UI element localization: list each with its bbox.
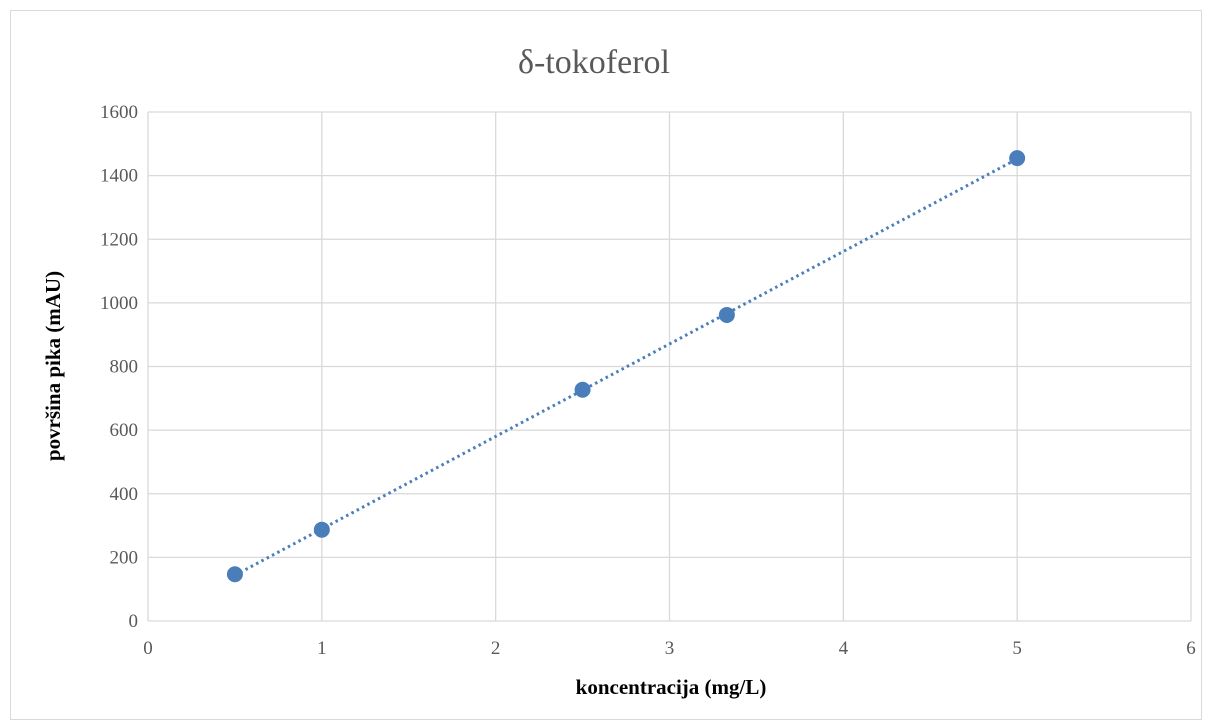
linear-trendline <box>234 157 1018 577</box>
x-tick-label: 1 <box>317 638 327 659</box>
y-tick-label: 1000 <box>100 293 138 314</box>
x-tick-labels: 0 1 2 3 4 5 6 <box>143 638 1196 659</box>
trendline-layer <box>234 157 1018 577</box>
y-tick-label: 1600 <box>100 102 138 123</box>
y-tick-label: 800 <box>110 357 139 378</box>
chart-title: δ-tokoferol <box>518 44 670 81</box>
y-tick-label: 0 <box>129 611 139 632</box>
x-tick-label: 4 <box>839 638 849 659</box>
y-tick-label: 1400 <box>100 166 138 187</box>
data-point <box>226 566 243 583</box>
data-point <box>574 381 591 398</box>
x-tick-label: 6 <box>1186 638 1196 659</box>
data-point <box>313 521 330 538</box>
x-tick-label: 5 <box>1012 638 1022 659</box>
chart-frame: δ-tokoferol 0 1 2 3 4 5 6 0 200 400 600 800 1000 120… <box>10 10 1202 720</box>
y-axis-title: površina pika (mAU) <box>41 271 65 461</box>
scatter-chart: δ-tokoferol 0 1 2 3 4 5 6 0 200 400 600 800 1000 120… <box>41 44 1196 699</box>
data-point <box>1009 150 1026 167</box>
y-tick-label: 600 <box>110 420 139 441</box>
y-tick-label: 1200 <box>100 229 138 250</box>
data-point <box>718 306 735 323</box>
gridlines <box>147 111 1192 622</box>
x-tick-label: 3 <box>665 638 675 659</box>
x-tick-label: 0 <box>143 638 153 659</box>
y-tick-labels: 0 200 400 600 800 1000 1200 1400 1600 <box>100 102 138 632</box>
y-tick-label: 200 <box>110 547 139 568</box>
x-axis-title: koncentracija (mg/L) <box>576 675 767 699</box>
y-tick-label: 400 <box>110 484 139 505</box>
data-points <box>226 150 1026 583</box>
x-tick-label: 2 <box>491 638 501 659</box>
